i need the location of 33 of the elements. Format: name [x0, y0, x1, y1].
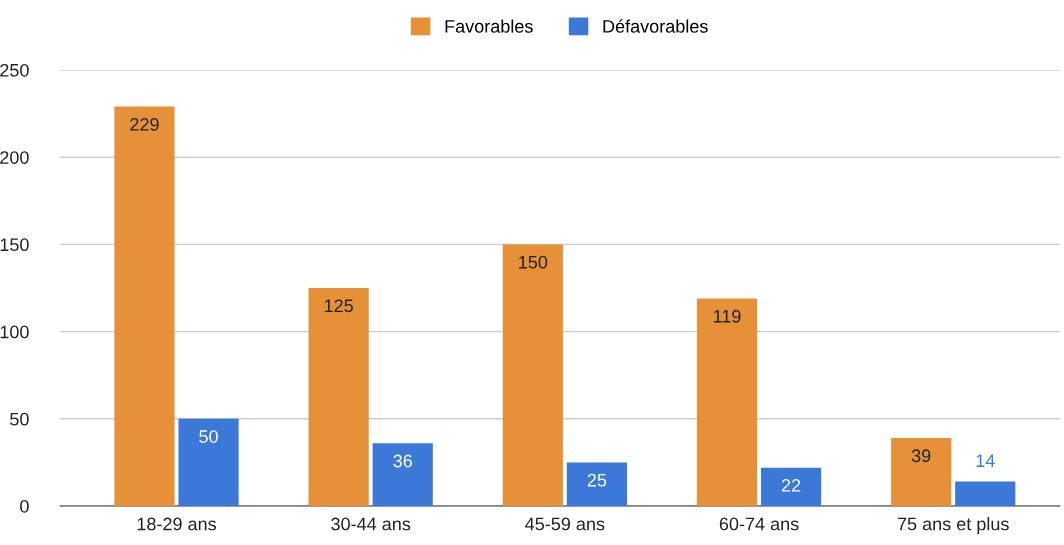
data-label: 39 [911, 449, 931, 463]
x-tick-label: 45-59 ans [525, 517, 605, 531]
data-label: 125 [324, 299, 353, 313]
legend-label: Favorables [445, 19, 533, 33]
data-label: 25 [587, 473, 607, 487]
bar [308, 288, 369, 506]
data-label: 50 [199, 430, 218, 443]
x-tick-label: 75 ans et plus [897, 517, 1009, 534]
data-label: 150 [519, 255, 548, 269]
data-label: 22 [781, 479, 801, 492]
bar [760, 467, 822, 506]
data-label: 14 [976, 454, 995, 467]
bar [114, 106, 175, 506]
bar [696, 298, 758, 506]
bar [178, 418, 239, 506]
bar [566, 462, 627, 506]
bar [955, 481, 1016, 506]
x-tick-label: 30-44 ans [331, 517, 411, 531]
y-tick-label: 200 [0, 151, 29, 164]
y-tick-label: 250 [0, 63, 29, 77]
y-tick-label: 150 [0, 238, 29, 252]
x-tick-label: 60-74 ans [719, 517, 799, 531]
bar [372, 443, 433, 506]
x-tick-label: 18-29 ans [137, 517, 217, 531]
y-tick-label: 0 [20, 499, 29, 513]
data-label: 229 [130, 118, 159, 131]
y-tick-label: 50 [10, 412, 29, 426]
data-label: 36 [393, 454, 412, 468]
bar [502, 244, 563, 506]
legend-label: Défavorables [603, 19, 708, 33]
bar [891, 437, 952, 506]
y-tick-label: 100 [0, 325, 29, 339]
data-label: 119 [713, 309, 741, 323]
